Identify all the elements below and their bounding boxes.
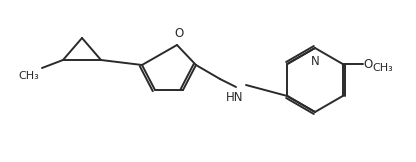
Text: N: N	[311, 55, 319, 68]
Text: CH₃: CH₃	[373, 63, 394, 73]
Text: O: O	[174, 27, 183, 40]
Text: CH₃: CH₃	[18, 71, 39, 81]
Text: HN: HN	[226, 91, 244, 104]
Text: O: O	[364, 58, 373, 70]
